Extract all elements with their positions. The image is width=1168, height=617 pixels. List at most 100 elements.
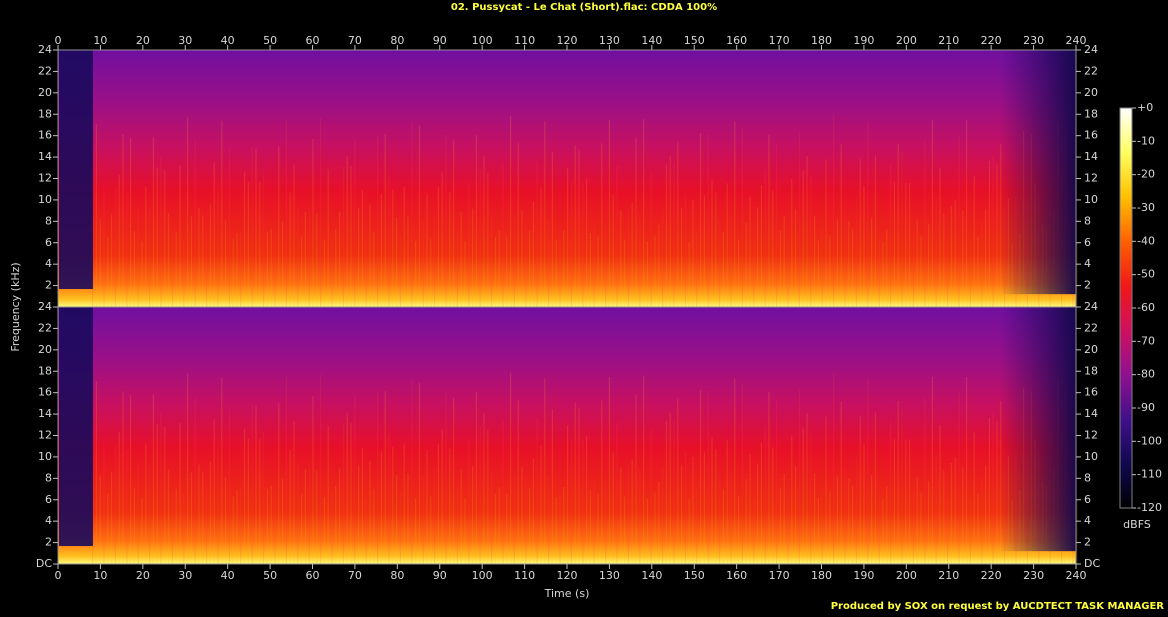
texture [510, 115, 512, 307]
texture [582, 439, 584, 564]
texture [703, 452, 705, 564]
texture [586, 435, 588, 564]
texture [551, 409, 553, 564]
colorbar-tick-label: -90 [1137, 401, 1155, 414]
texture [494, 493, 496, 564]
texture [939, 425, 941, 564]
texture [958, 393, 960, 564]
texture [399, 491, 401, 564]
texture [931, 119, 933, 307]
texture [977, 493, 979, 564]
y-tick-label: 6 [1084, 236, 1091, 249]
texture [954, 200, 956, 307]
texture [738, 496, 740, 564]
texture [734, 121, 736, 307]
texture [658, 481, 660, 564]
x-tick-label: 200 [896, 569, 917, 582]
texture [430, 496, 432, 564]
texture [156, 167, 158, 307]
texture [859, 416, 861, 564]
texture [920, 235, 922, 307]
y-tick-label: 14 [1084, 407, 1098, 420]
texture [582, 182, 584, 307]
texture [525, 475, 527, 564]
y-tick-label: 2 [45, 279, 52, 292]
texture [270, 485, 272, 564]
texture [745, 479, 747, 564]
texture [221, 120, 223, 307]
texture [950, 462, 952, 564]
texture [312, 396, 314, 564]
x-tick-label: 150 [684, 569, 705, 582]
texture [346, 412, 348, 564]
texture [498, 230, 500, 307]
texture [692, 456, 694, 564]
texture [221, 377, 223, 564]
texture [259, 181, 261, 307]
texture [779, 230, 781, 307]
texture [745, 222, 747, 307]
texture [620, 467, 622, 564]
texture [973, 432, 975, 564]
texture [574, 402, 576, 564]
texture [103, 189, 105, 307]
texture [867, 379, 869, 564]
texture [289, 449, 291, 564]
texture [760, 185, 762, 307]
texture [605, 222, 607, 307]
texture [772, 447, 774, 564]
colorbar-tick-label: -70 [1137, 334, 1155, 347]
texture [441, 172, 443, 307]
texture [209, 461, 211, 564]
texture [263, 432, 265, 564]
texture [377, 135, 379, 307]
texture [107, 236, 109, 307]
texture [95, 380, 97, 564]
texture [776, 400, 778, 564]
texture [377, 392, 379, 564]
texture [1076, 499, 1078, 564]
x-tick-label: 180 [811, 34, 832, 47]
texture [567, 168, 569, 307]
texture [848, 221, 850, 307]
texture [624, 239, 626, 307]
y-tick-label: 12 [38, 429, 52, 442]
texture [707, 391, 709, 564]
texture [863, 443, 865, 564]
texture [734, 378, 736, 564]
y-tick-label: 16 [38, 386, 52, 399]
y-tick-label: 16 [1084, 386, 1098, 399]
y-tick-label: 14 [1084, 150, 1098, 163]
texture [228, 149, 230, 307]
texture [502, 162, 504, 307]
texture [768, 391, 770, 564]
x-tick-label: 20 [136, 569, 150, 582]
texture [605, 479, 607, 564]
y-tick-label: 12 [1084, 429, 1098, 442]
texture [289, 192, 291, 307]
texture [422, 477, 424, 564]
texture [817, 240, 819, 307]
texture [213, 419, 215, 564]
x-tick-label: 230 [1023, 34, 1044, 47]
texture [449, 191, 451, 307]
texture [483, 155, 485, 307]
texture [266, 488, 268, 564]
texture [487, 429, 489, 564]
spectrogram-panel [58, 307, 1076, 564]
texture [483, 412, 485, 564]
x-tick-label: 40 [221, 34, 235, 47]
texture [738, 239, 740, 307]
texture [563, 487, 565, 564]
texture [114, 445, 116, 564]
texture [555, 496, 557, 564]
texture [392, 190, 394, 307]
texture [692, 199, 694, 307]
texture [133, 488, 135, 564]
texture [437, 186, 439, 307]
texture [912, 491, 914, 564]
texture [669, 155, 671, 307]
texture [111, 214, 113, 307]
texture [711, 437, 713, 564]
texture [924, 397, 926, 564]
